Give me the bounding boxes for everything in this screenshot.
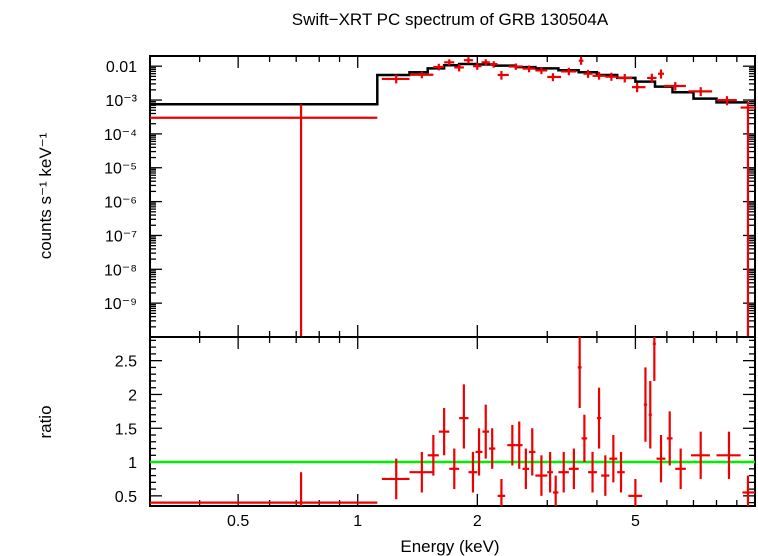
ratio-point: [497, 478, 506, 506]
data-point: [409, 71, 434, 79]
ratio-point: [656, 435, 666, 483]
data-point: [463, 57, 473, 64]
ratio-point: [652, 337, 656, 381]
top-y-tick-label: 10⁻⁶: [104, 195, 137, 212]
data-point: [433, 63, 445, 71]
ratio-point: [449, 448, 460, 490]
data-point: [658, 69, 664, 79]
bottom-y-tick-label: 2.5: [115, 354, 137, 371]
ratio-point: [716, 431, 741, 479]
ratio-point: [529, 428, 536, 476]
x-tick-label: 0.5: [227, 513, 249, 530]
top-y-tick-label: 10⁻⁷: [105, 228, 137, 245]
data-point: [605, 72, 618, 81]
data-point: [592, 71, 606, 80]
x-tick-label: 1: [353, 513, 362, 530]
x-axis-title: Energy (keV): [400, 537, 499, 556]
ratio-point: [409, 451, 434, 493]
ratio-point: [482, 404, 489, 459]
x-tick-label: 2: [473, 513, 482, 530]
bottom-y-axis-title: ratio: [36, 405, 55, 438]
data-point: [535, 66, 548, 75]
top-plot-frame: [149, 55, 756, 338]
data-point: [740, 101, 755, 337]
top-y-tick-label: 10⁻⁹: [104, 296, 137, 313]
ratio-point: [459, 384, 469, 449]
data-point: [583, 69, 593, 78]
top-y-axis-title: counts s⁻¹ keV⁻¹: [36, 132, 55, 259]
model-line: [150, 62, 748, 106]
bottom-plot-frame: [149, 336, 756, 507]
top-y-tick-label: 10⁻³: [105, 93, 137, 110]
ratio-point: [643, 367, 648, 442]
ratio-point: [568, 448, 579, 490]
ratio-point: [150, 472, 378, 506]
data-point: [522, 65, 536, 73]
data-point: [150, 104, 378, 337]
top-y-tick-label: 0.01: [106, 59, 137, 76]
data-point: [481, 59, 490, 66]
ratio-point: [577, 337, 582, 408]
ratio-point: [535, 455, 548, 496]
ratio-panel: 0.5 1 2 5 0.5 1 1.5 2 2.5: [115, 336, 756, 530]
chart-title: Swift−XRT PC spectrum of GRB 130504A: [292, 10, 609, 29]
bottom-y-tick-label: 0.5: [115, 489, 137, 506]
top-y-tick-label: 10⁻⁵: [104, 161, 137, 178]
ratio-point: [558, 451, 569, 493]
data-point: [631, 82, 646, 93]
ratio-point: [601, 455, 610, 496]
data-point: [547, 73, 562, 82]
ratio-point: [475, 428, 483, 476]
ratio-point: [617, 451, 625, 493]
ratio-point: [628, 478, 643, 506]
data-point: [489, 61, 498, 68]
bottom-y-tick-label: 1.5: [115, 421, 137, 438]
data-point: [444, 59, 455, 66]
ratio-point: [515, 421, 523, 469]
data-point: [716, 96, 737, 106]
top-y-tick-label: 10⁻⁴: [104, 127, 137, 144]
ratio-point: [742, 475, 755, 506]
counts-panel: 0.01 10⁻³ 10⁻⁴ 10⁻⁵ 10⁻⁶ 10⁻⁷ 10⁻⁸ 10⁻⁹: [104, 55, 756, 338]
ratio-point: [468, 451, 478, 493]
data-point: [688, 87, 713, 97]
top-y-tick-label: 10⁻⁸: [104, 262, 137, 279]
bottom-y-tick-label: 2: [128, 387, 137, 404]
data-point: [381, 74, 410, 84]
ratio-point: [609, 435, 618, 483]
data-point: [578, 56, 584, 65]
ratio-point: [690, 431, 710, 479]
ratio-point: [588, 451, 597, 493]
ratio-point: [648, 380, 652, 449]
data-point: [561, 67, 577, 76]
ratio-point: [381, 458, 410, 500]
ratio-point: [666, 411, 673, 466]
ratio-point: [675, 448, 686, 490]
ratio-point: [547, 451, 553, 493]
ratio-point: [427, 435, 439, 476]
ratio-point: [507, 424, 516, 466]
data-point: [508, 63, 523, 70]
ratio-point: [596, 387, 602, 449]
x-tick-label: 5: [631, 513, 640, 530]
ratio-point: [438, 407, 450, 456]
data-point: [497, 71, 509, 80]
bottom-y-tick-label: 1: [128, 455, 137, 472]
data-point: [617, 73, 632, 83]
ratio-point: [488, 428, 496, 469]
data-point: [647, 73, 657, 83]
data-point: [472, 62, 482, 70]
ratio-point: [552, 475, 559, 506]
ratio-point: [581, 414, 588, 463]
data-point: [454, 64, 464, 72]
data-point: [663, 82, 686, 91]
ratio-point: [522, 448, 530, 490]
